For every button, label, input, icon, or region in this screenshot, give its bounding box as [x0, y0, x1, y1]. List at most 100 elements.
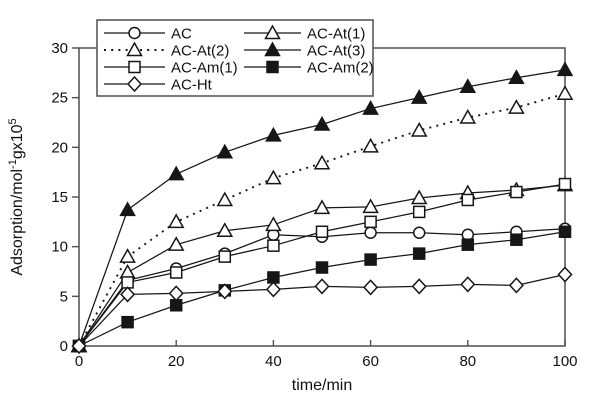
open-diamond-marker	[265, 281, 281, 298]
filled-square-marker	[315, 261, 329, 274]
x-tick-label: 0	[75, 353, 83, 370]
filled-square-marker	[266, 60, 279, 74]
filled-triangle-marker	[410, 89, 428, 104]
x-axis: 0 20 40 60 80 100	[75, 340, 578, 370]
y-tick-label: 5	[60, 288, 68, 305]
x-tick-label: 40	[265, 353, 282, 370]
filled-triangle-marker	[362, 100, 379, 115]
open-square-marker	[510, 185, 523, 199]
y-tick-label: 20	[51, 139, 68, 156]
legend-label: AC	[171, 26, 192, 43]
open-square-marker	[267, 239, 280, 252]
open-diamond-marker	[508, 277, 524, 294]
legend-item-ac-at-2: AC-At(2)	[104, 41, 229, 60]
open-triangle-marker	[459, 108, 477, 124]
legend-label: AC-Am(2)	[307, 60, 374, 77]
open-circle-marker	[128, 26, 141, 40]
open-triangle-marker	[119, 248, 136, 263]
legend-item-ac-ht: AC-Ht	[104, 75, 213, 94]
open-square-marker	[461, 193, 475, 207]
y-tick-label: 10	[51, 239, 68, 256]
open-triangle-marker	[508, 99, 525, 114]
legend-item-ac-at-1: AC-At(1)	[244, 24, 365, 43]
open-square-marker	[364, 215, 377, 229]
y-tick-label: 25	[51, 90, 68, 107]
open-triangle-marker	[410, 189, 428, 205]
series-ac-ht	[71, 266, 573, 355]
open-triangle-marker	[119, 263, 136, 279]
open-diamond-marker	[168, 285, 184, 302]
y-axis-title: Adsorption/mol-1gx105	[7, 118, 26, 275]
filled-triangle-marker	[119, 201, 136, 217]
open-triangle-marker	[167, 213, 185, 229]
filled-triangle-marker	[216, 143, 234, 159]
series-ac-am-1	[72, 177, 572, 353]
open-diamond-marker	[363, 279, 379, 296]
open-triangle-marker	[362, 198, 379, 214]
legend-label: AC-Am(1)	[171, 60, 238, 77]
open-triangle-marker	[264, 24, 281, 40]
open-circle-marker	[364, 226, 377, 240]
filled-square-marker	[412, 247, 426, 260]
open-diamond-marker	[314, 278, 330, 295]
filled-square-marker	[510, 233, 523, 246]
legend-label: AC-At(3)	[307, 43, 365, 60]
open-square-marker	[412, 205, 426, 219]
open-diamond-marker	[120, 286, 136, 303]
x-axis-title: time/min	[292, 377, 352, 394]
x-tick-label: 60	[362, 353, 379, 370]
open-triangle-marker	[313, 154, 331, 170]
chart-legend: AC AC-At(1) AC-At(2) AC-At(3) AC-Am(1) AC-Am(…	[96, 19, 374, 97]
open-triangle-marker	[265, 169, 282, 185]
filled-triangle-marker	[313, 115, 331, 131]
open-diamond-marker	[217, 283, 233, 300]
y-tick-label: 30	[51, 40, 68, 57]
legend-item-ac-am-2: AC-Am(2)	[244, 60, 374, 77]
open-triangle-marker	[167, 236, 185, 251]
open-diamond-marker	[71, 337, 87, 355]
open-triangle-marker	[313, 199, 331, 215]
series-line	[78, 92, 566, 347]
x-tick-label: 100	[552, 353, 577, 370]
open-diamond-marker	[411, 278, 427, 295]
legend-item-ac-am-1: AC-Am(1)	[104, 60, 238, 77]
open-square-marker	[315, 225, 329, 239]
x-tick-label: 20	[168, 353, 185, 370]
y-tick-label: 15	[51, 189, 68, 206]
open-square-marker	[128, 60, 141, 74]
open-triangle-marker	[216, 191, 234, 207]
open-diamond-marker	[460, 276, 476, 293]
filled-square-marker	[364, 253, 377, 266]
open-circle-marker	[412, 226, 426, 240]
filled-square-marker	[461, 238, 475, 251]
filled-triangle-marker	[167, 165, 185, 181]
filled-triangle-marker	[265, 126, 282, 142]
open-square-marker	[558, 177, 572, 191]
open-diamond-marker	[557, 266, 573, 283]
filled-triangle-marker	[459, 78, 477, 93]
y-axis: 0 5 10 15 20 25 30	[51, 40, 79, 355]
filled-triangle-marker	[556, 61, 574, 77]
x-tick-label: 80	[459, 353, 476, 370]
legend-label: AC-Ht	[171, 77, 213, 94]
open-triangle-marker	[556, 85, 574, 100]
series-ac-at-2	[70, 85, 574, 353]
legend-item-ac-at-3: AC-At(3)	[244, 41, 365, 60]
filled-square-marker	[558, 225, 572, 239]
open-square-marker	[169, 266, 183, 279]
open-diamond-marker	[126, 75, 143, 93]
filled-triangle-marker	[264, 41, 281, 57]
legend-item-ac: AC	[104, 26, 192, 43]
open-triangle-marker	[265, 216, 282, 232]
open-triangle-marker	[410, 121, 428, 137]
open-triangle-marker	[126, 41, 143, 57]
open-triangle-marker	[216, 222, 234, 238]
open-triangle-marker	[362, 137, 379, 153]
y-tick-label: 0	[60, 338, 68, 355]
open-square-marker	[218, 250, 232, 263]
filled-triangle-marker	[508, 69, 525, 85]
legend-label: AC-At(2)	[171, 43, 229, 60]
legend-label: AC-At(1)	[307, 26, 365, 43]
